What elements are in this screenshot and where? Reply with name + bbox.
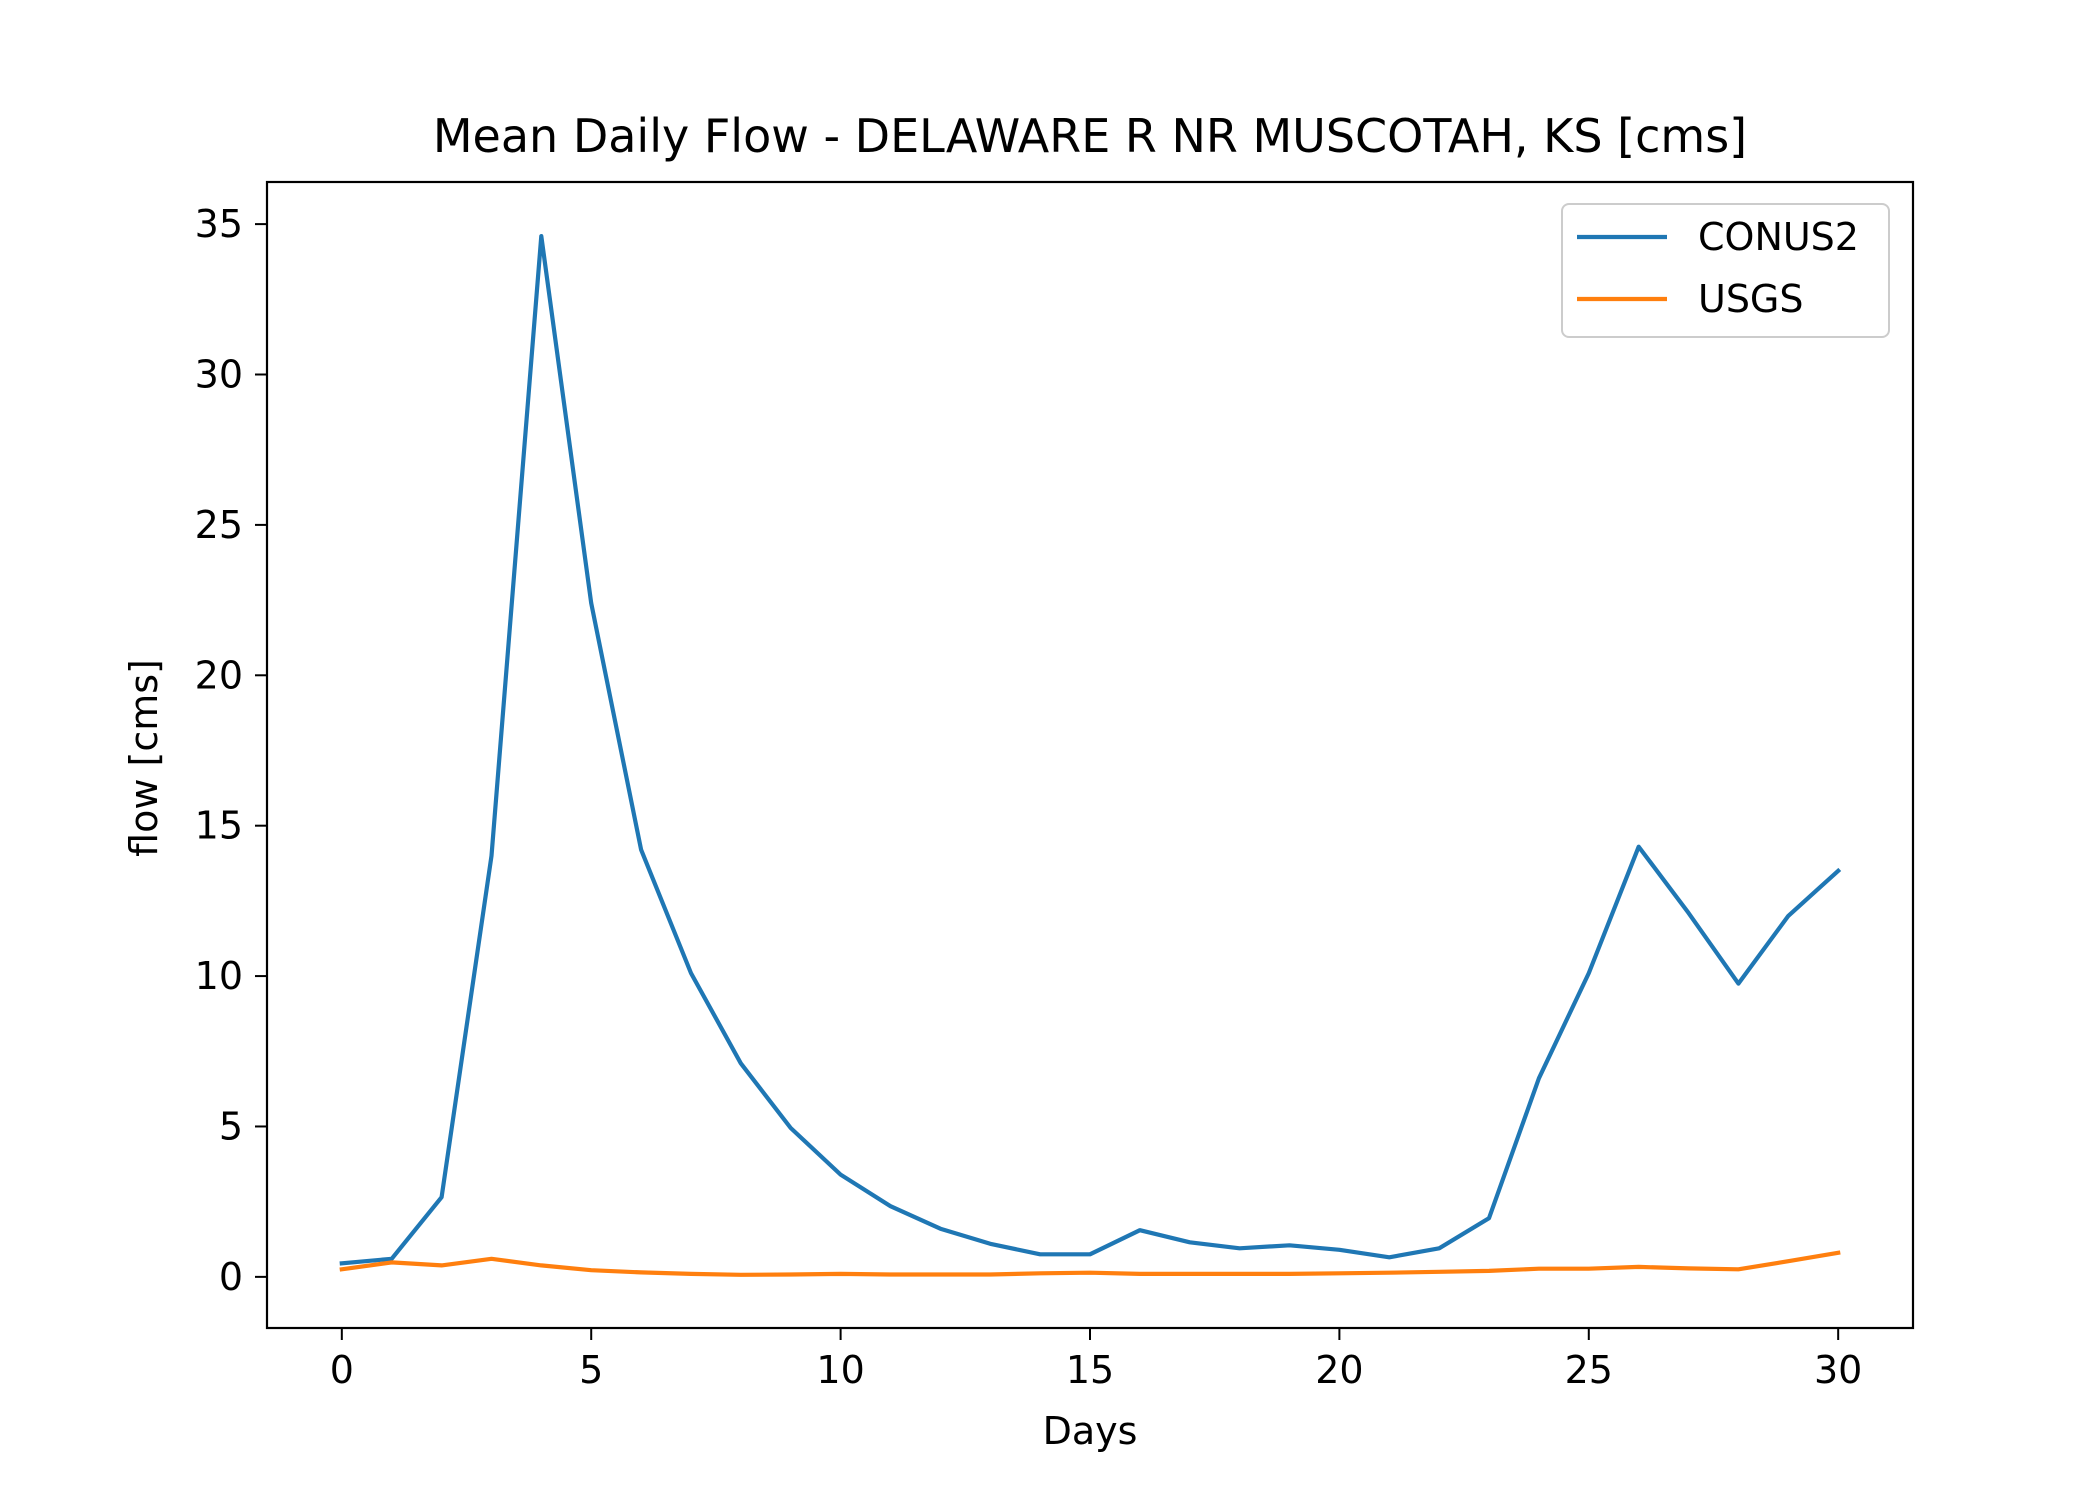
y-tick-label: 35	[195, 202, 243, 246]
x-axis-label: Days	[1043, 1409, 1138, 1453]
x-tick-label: 25	[1565, 1348, 1613, 1392]
y-tick-label: 15	[195, 804, 243, 848]
y-tick-label: 5	[219, 1104, 243, 1148]
legend: CONUS2 USGS	[1561, 203, 1890, 338]
y-tick-label: 0	[219, 1255, 243, 1299]
series-line-conus2	[339, 234, 1842, 1266]
x-tick-label: 0	[330, 1348, 354, 1392]
x-tick-label: 10	[816, 1348, 864, 1392]
x-axis: 0 5 10 15 20 25 30	[330, 1328, 1862, 1392]
y-tick-label: 10	[195, 954, 243, 998]
x-tick-label: 15	[1066, 1348, 1114, 1392]
series-line-usgs	[339, 1250, 1841, 1277]
chart-title: Mean Daily Flow - DELAWARE R NR MUSCOTAH…	[433, 109, 1747, 163]
y-tick-label: 25	[195, 503, 243, 547]
x-tick-label: 5	[579, 1348, 603, 1392]
y-tick-label: 20	[195, 653, 243, 697]
x-tick-label: 20	[1315, 1348, 1363, 1392]
legend-label-usgs: USGS	[1698, 277, 1804, 321]
legend-label-conus2: CONUS2	[1698, 215, 1859, 259]
y-axis: 0 5 10 15 20 25 30 35	[195, 202, 267, 1299]
y-axis-label: flow [cms]	[122, 659, 166, 857]
x-tick-label: 30	[1814, 1348, 1862, 1392]
series-lines	[339, 234, 1842, 1277]
y-tick-label: 30	[195, 353, 243, 397]
